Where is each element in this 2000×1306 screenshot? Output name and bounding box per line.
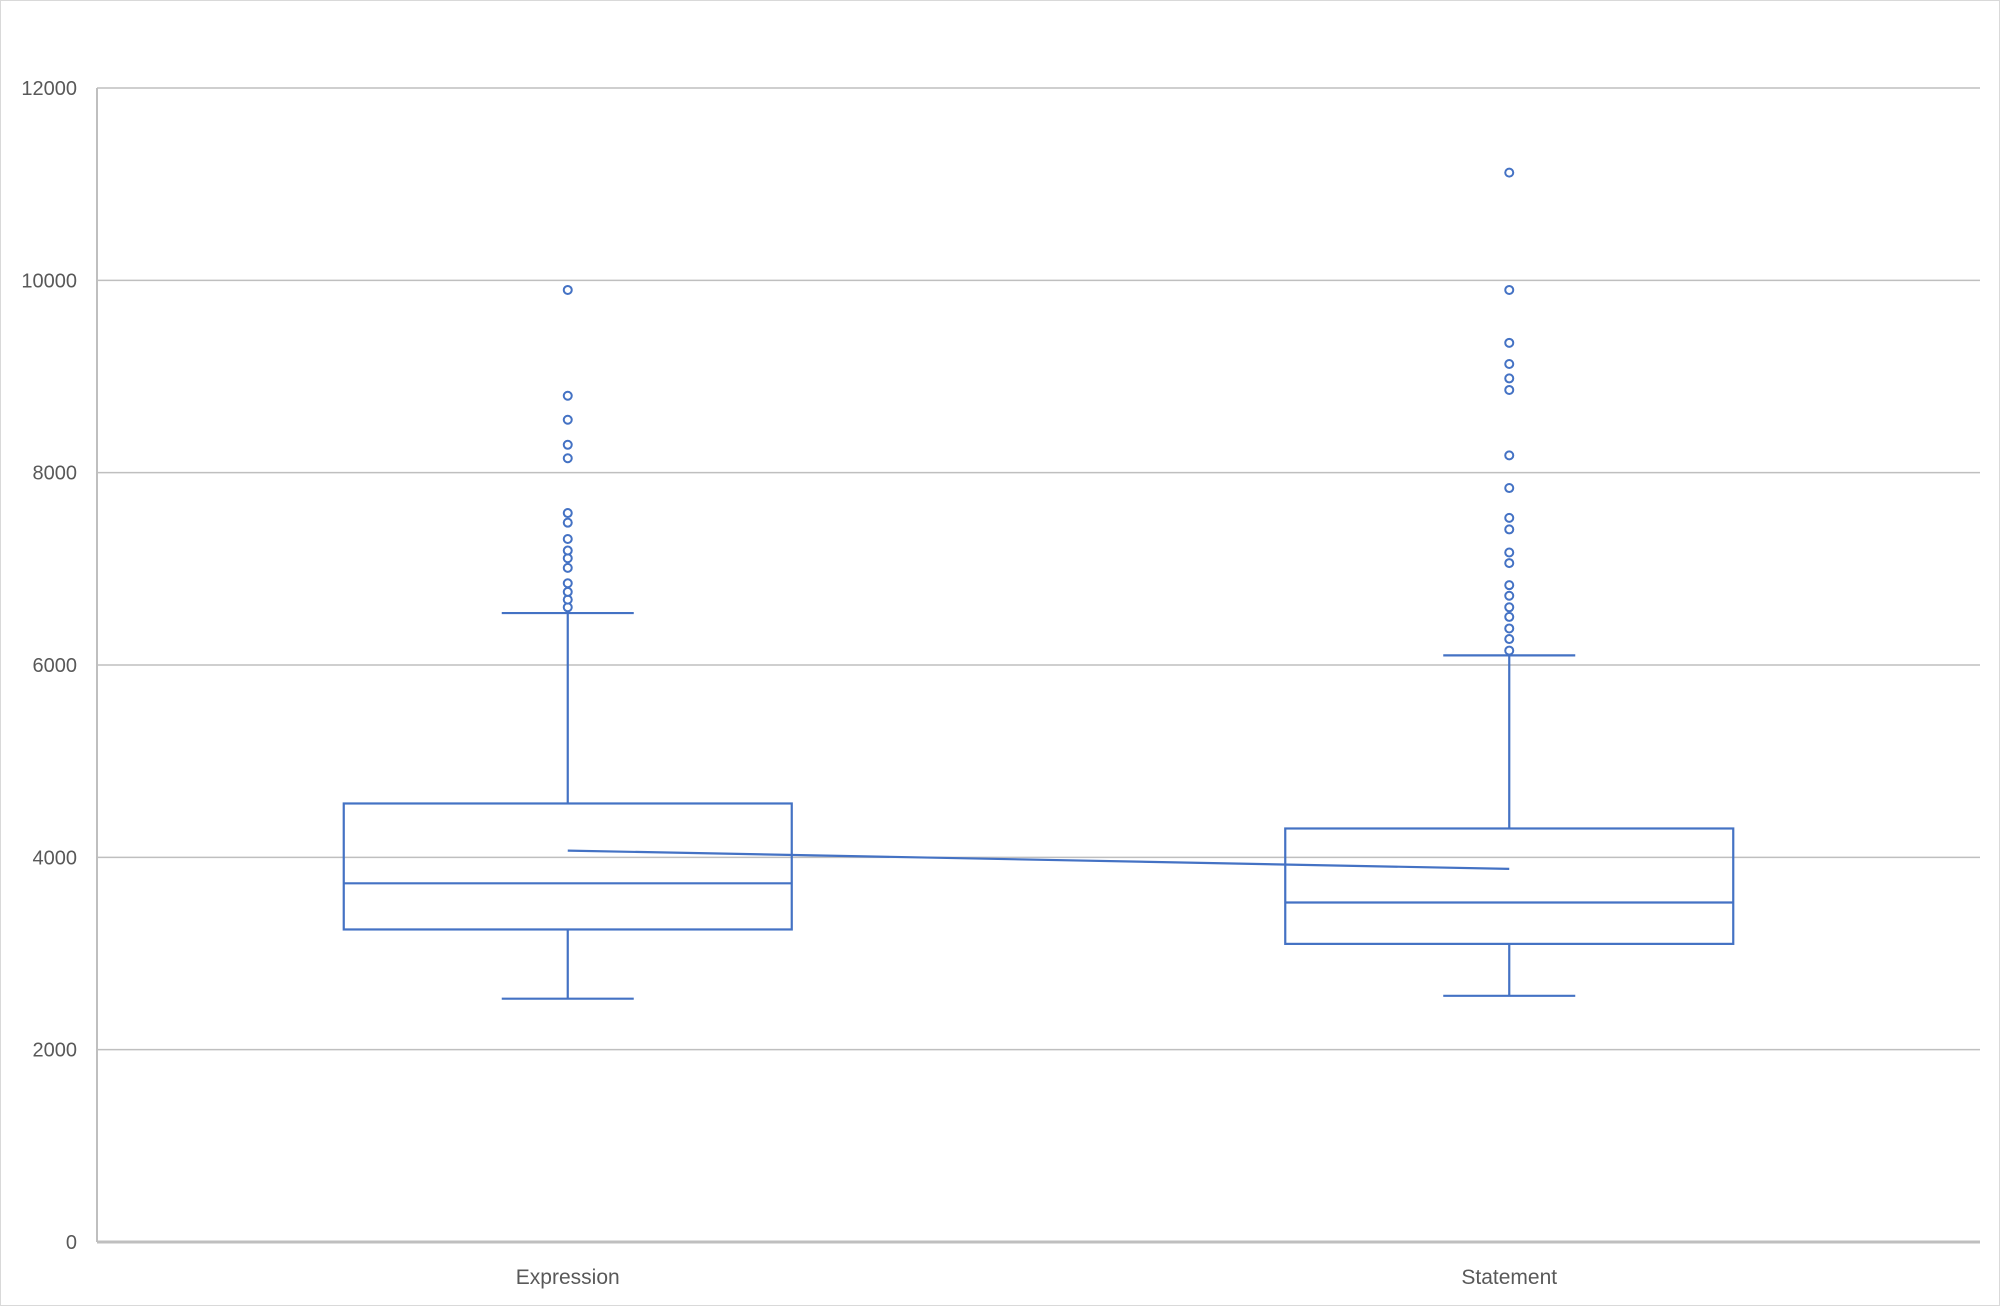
outlier-point [1504, 524, 1515, 535]
outlier-point [562, 517, 573, 528]
outlier-point [562, 439, 573, 450]
y-tick-label-0: 0 [66, 1232, 77, 1254]
outlier-point [1504, 558, 1515, 569]
gridlines [97, 87, 1980, 1051]
outlier-point [562, 508, 573, 519]
outlier-point [1504, 634, 1515, 645]
y-axis-tick-labels: 0 2000 4000 6000 8000 10000 12000 [21, 78, 77, 1254]
outlier-point [1504, 623, 1515, 634]
y-tick-label-6000: 6000 [33, 655, 78, 677]
outlier-point [1504, 547, 1515, 558]
y-tick-label-10000: 10000 [21, 270, 77, 292]
outlier-point [1504, 337, 1515, 348]
outlier-point [1504, 580, 1515, 591]
outlier-point [1504, 384, 1515, 395]
outlier-point [1504, 358, 1515, 369]
outlier-point [1504, 512, 1515, 523]
x-category-label-expression: Expression [516, 1266, 620, 1289]
outlier-point [1504, 611, 1515, 622]
outlier-point [562, 390, 573, 401]
outlier-point [562, 414, 573, 425]
y-tick-label-12000: 12000 [21, 78, 77, 100]
outlier-point [1504, 602, 1515, 613]
outlier-point [562, 534, 573, 545]
outlier-point [1504, 645, 1515, 656]
box-series [342, 167, 1735, 1000]
outlier-point [1504, 450, 1515, 461]
box-expression [342, 284, 793, 1000]
interquartile-box [1284, 827, 1735, 945]
outlier-point [562, 562, 573, 573]
outlier-point [1504, 284, 1515, 295]
y-tick-label-8000: 8000 [33, 463, 78, 485]
y-tick-label-2000: 2000 [33, 1040, 78, 1062]
box-statement [1284, 167, 1735, 997]
outlier-point [1504, 167, 1515, 178]
mean-line [567, 849, 1510, 870]
y-tick-label-4000: 4000 [33, 847, 78, 869]
outlier-point [1504, 590, 1515, 601]
axes [96, 88, 1980, 1244]
outlier-point [562, 545, 573, 556]
outlier-point [1504, 373, 1515, 384]
outlier-point [1504, 483, 1515, 494]
outlier-point [562, 586, 573, 597]
outlier-point [562, 284, 573, 295]
x-category-label-statement: Statement [1461, 1266, 1557, 1289]
outlier-point [562, 453, 573, 464]
outlier-point [562, 578, 573, 589]
interquartile-box [342, 802, 793, 931]
x-axis-category-labels: Expression Statement [516, 1266, 1557, 1289]
